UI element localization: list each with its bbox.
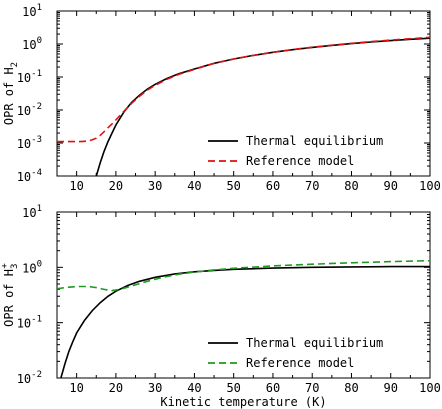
legend-label: Reference model: [246, 356, 354, 370]
x-tick-label: 100: [419, 381, 441, 395]
y-tick-label: 10-2: [17, 102, 42, 118]
y-tick-label: 100: [22, 259, 42, 275]
series-line-reference-model: [57, 36, 430, 143]
x-tick-label: 90: [384, 179, 398, 193]
x-tick-label: 30: [148, 179, 162, 193]
x-tick-label: 70: [305, 381, 319, 395]
y-tick-label: 10-1: [17, 315, 42, 331]
series-line-reference-model: [57, 259, 430, 292]
chart-panel-2: 10 20 30 40 50 60 70 80 90 100 10-2 10-1 100 101 OPR o…: [0, 204, 441, 409]
y-tick-label: 100: [22, 36, 42, 52]
x-tick-label: 10: [69, 179, 83, 193]
series-line-thermal-equilibrium: [60, 265, 430, 378]
x-tick-label: 40: [187, 179, 201, 193]
y-tick-label: 10-2: [17, 370, 42, 386]
y-tick-label: 101: [22, 204, 42, 220]
x-tick-label: 80: [344, 381, 358, 395]
chart-panel-1: 10 20 30 40 50 60 70 80 90 100 10-4 10-3 10-2 10-1 100…: [2, 3, 441, 193]
y-tick-label: 10-1: [17, 69, 42, 85]
y-axis-label: OPR of H3+: [0, 263, 20, 327]
x-axis-label: Kinetic temperature (K): [160, 395, 326, 409]
x-tick-label: 60: [266, 381, 280, 395]
x-tick-label: 10: [69, 381, 83, 395]
x-tick-label: 70: [305, 179, 319, 193]
plot-frame: [56, 211, 431, 379]
x-tick-label: 30: [148, 381, 162, 395]
x-tick-label: 50: [226, 381, 240, 395]
y-tick-label: 101: [22, 3, 42, 19]
legend-label: Thermal equilibrium: [246, 336, 383, 350]
x-tick-label: 100: [419, 179, 441, 193]
legend-label: Thermal equilibrium: [246, 134, 383, 148]
legend-label: Reference model: [246, 154, 354, 168]
x-tick-label: 50: [226, 179, 240, 193]
x-tick-label: 20: [109, 179, 123, 193]
series-line-thermal-equilibrium: [95, 37, 430, 176]
x-tick-label: 40: [187, 381, 201, 395]
x-tick-label: 90: [384, 381, 398, 395]
y-tick-label: 10-3: [17, 135, 42, 151]
x-tick-label: 60: [266, 179, 280, 193]
y-axis-label: OPR of H2: [2, 62, 20, 125]
plot-frame: [56, 10, 431, 177]
x-tick-label: 20: [109, 381, 123, 395]
y-tick-label: 10-4: [17, 168, 42, 184]
x-tick-label: 80: [344, 179, 358, 193]
